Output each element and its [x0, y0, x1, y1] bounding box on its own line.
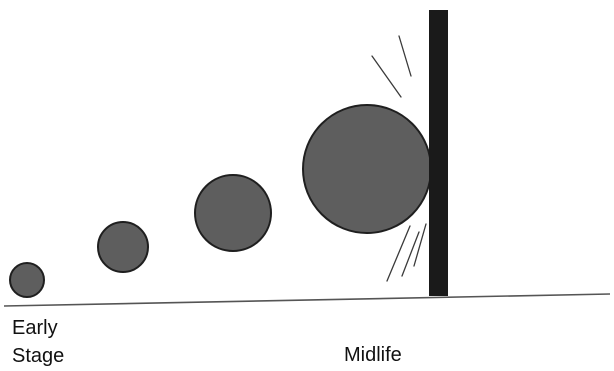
ball-stage-3 — [194, 174, 272, 252]
impact-lines-top — [371, 35, 412, 98]
early-stage-label: Early Stage — [12, 314, 102, 370]
impact-lines-bottom — [386, 223, 427, 282]
early-stage-label-line1: Early — [12, 317, 58, 339]
ball-midlife — [302, 104, 432, 234]
ball-stage-2 — [97, 221, 149, 273]
ground-line — [3, 293, 611, 307]
wall-barrier — [429, 10, 448, 296]
early-stage-label-line2: Stage — [12, 345, 65, 367]
ball-early-stage — [9, 262, 45, 298]
midlife-label: Midlife — [344, 344, 402, 366]
